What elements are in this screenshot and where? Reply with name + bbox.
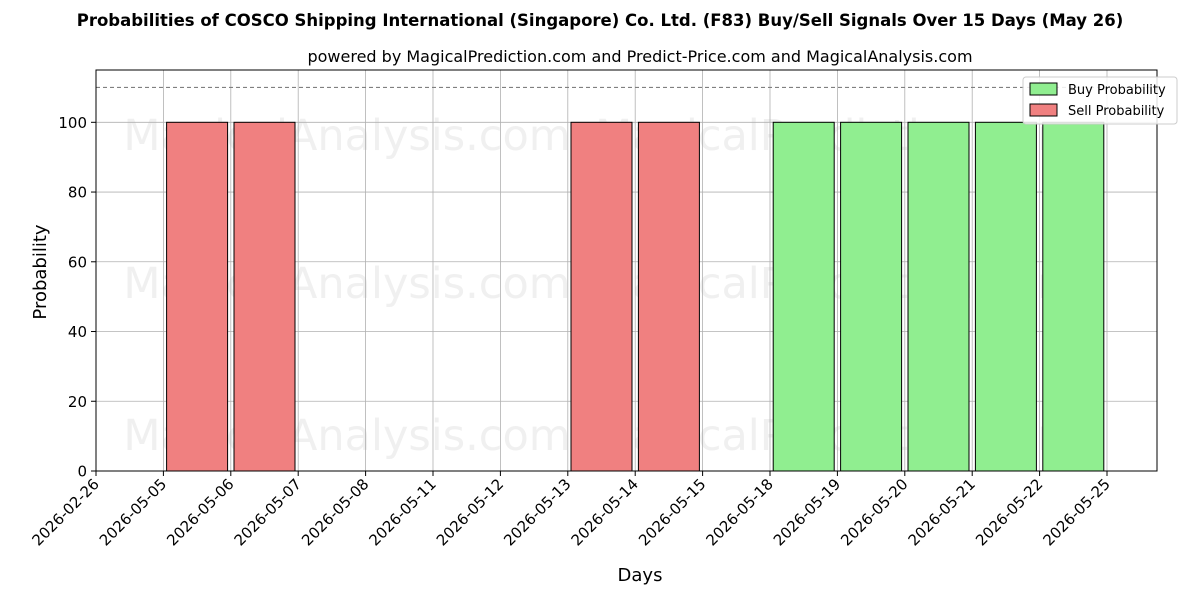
legend-box — [1022, 76, 1178, 125]
x-tick-label: 2026-05-20 — [837, 475, 911, 549]
x-tick-label: 2026-05-12 — [433, 475, 507, 549]
x-tick-label: 2026-05-08 — [298, 475, 372, 549]
plot-frame — [95, 69, 1158, 472]
buy-bar — [974, 121, 1037, 472]
y-tick-label: 0 — [77, 463, 87, 481]
y-axis-label: Probability — [30, 224, 51, 319]
x-tick-label: 2026-05-06 — [163, 475, 237, 549]
y-axis: 0 20 40 60 80 100 — [58, 114, 96, 481]
x-tick-label: 2026-05-22 — [972, 475, 1046, 549]
y-tick-label: 80 — [68, 184, 87, 202]
y-tick-label: 40 — [68, 323, 87, 341]
x-axis-label: Days — [618, 565, 663, 586]
x-tick-label: 2026-05-25 — [1039, 475, 1113, 549]
legend-label: Sell Probability — [1068, 104, 1165, 119]
legend-label: Buy Probability — [1068, 83, 1166, 98]
sell-bar — [166, 121, 229, 472]
x-axis: 2026-02-262026-05-052026-05-062026-05-07… — [28, 471, 1114, 549]
sell-bar — [570, 121, 633, 472]
sell-bar — [637, 121, 700, 472]
x-tick-label: 2026-05-15 — [635, 475, 709, 549]
buy-bar — [1042, 121, 1105, 472]
x-tick-label: 2026-05-21 — [905, 475, 979, 549]
x-tick-label: 2026-02-26 — [28, 475, 102, 549]
x-tick-label: 2026-05-13 — [500, 475, 574, 549]
x-tick-label: 2026-05-07 — [231, 475, 305, 549]
y-tick-label: 100 — [58, 114, 87, 132]
y-tick-label: 20 — [68, 393, 87, 411]
x-tick-label: 2026-05-05 — [96, 475, 170, 549]
buy-bar — [840, 121, 903, 472]
buy-bar — [907, 121, 970, 472]
x-tick-label: 2026-05-19 — [770, 475, 844, 549]
x-tick-label: 2026-05-11 — [365, 475, 439, 549]
legend-swatch — [1029, 103, 1058, 117]
legend: Buy Probability Sell Probability — [1022, 76, 1178, 125]
chart-title: Probabilities of COSCO Shipping Internat… — [77, 11, 1124, 30]
x-tick-label: 2026-05-14 — [568, 475, 642, 549]
buy-bar — [772, 121, 835, 472]
sell-bar — [233, 121, 296, 472]
y-tick-label: 60 — [68, 253, 87, 271]
x-tick-label: 2026-05-18 — [702, 475, 776, 549]
legend-swatch — [1029, 82, 1058, 96]
chart-subtitle: powered by MagicalPrediction.com and Pre… — [307, 47, 972, 66]
